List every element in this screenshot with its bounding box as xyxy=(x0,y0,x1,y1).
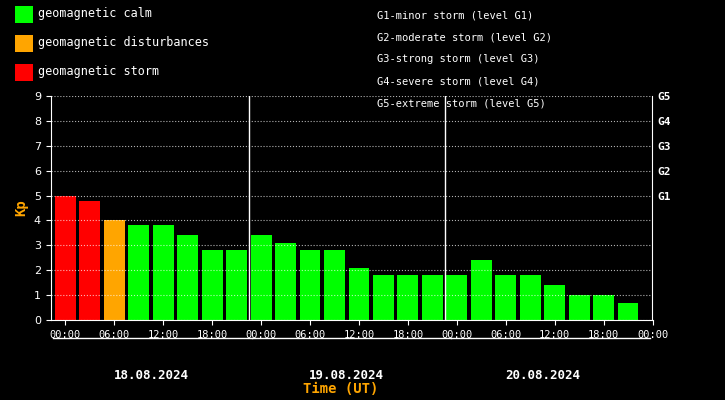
Bar xyxy=(447,275,467,320)
Bar xyxy=(471,260,492,320)
Bar xyxy=(349,268,369,320)
Bar xyxy=(80,200,100,320)
Bar xyxy=(568,295,589,320)
Y-axis label: Kp: Kp xyxy=(14,200,28,216)
Text: 20.08.2024: 20.08.2024 xyxy=(505,369,580,382)
Bar xyxy=(593,295,614,320)
Bar xyxy=(520,275,541,320)
Bar xyxy=(104,220,125,320)
Bar xyxy=(618,302,639,320)
Bar xyxy=(397,275,418,320)
Bar xyxy=(373,275,394,320)
Bar xyxy=(299,250,320,320)
Text: geomagnetic disturbances: geomagnetic disturbances xyxy=(38,36,210,49)
Text: 18.08.2024: 18.08.2024 xyxy=(114,369,188,382)
Bar xyxy=(128,226,149,320)
Text: G5-extreme storm (level G5): G5-extreme storm (level G5) xyxy=(377,98,546,108)
Bar xyxy=(324,250,345,320)
Text: Time (UT): Time (UT) xyxy=(303,382,378,396)
Bar xyxy=(153,226,174,320)
Text: geomagnetic calm: geomagnetic calm xyxy=(38,8,152,20)
Bar xyxy=(202,250,223,320)
Bar xyxy=(544,285,565,320)
Text: 19.08.2024: 19.08.2024 xyxy=(310,369,384,382)
Bar xyxy=(495,275,516,320)
Bar xyxy=(251,235,272,320)
Bar xyxy=(276,243,296,320)
Text: G2-moderate storm (level G2): G2-moderate storm (level G2) xyxy=(377,32,552,42)
Text: G1-minor storm (level G1): G1-minor storm (level G1) xyxy=(377,10,534,20)
Text: G4-severe storm (level G4): G4-severe storm (level G4) xyxy=(377,76,539,86)
Bar xyxy=(422,275,443,320)
Bar xyxy=(226,250,247,320)
Bar xyxy=(55,196,76,320)
Bar xyxy=(178,235,198,320)
Text: G3-strong storm (level G3): G3-strong storm (level G3) xyxy=(377,54,539,64)
Text: geomagnetic storm: geomagnetic storm xyxy=(38,65,160,78)
